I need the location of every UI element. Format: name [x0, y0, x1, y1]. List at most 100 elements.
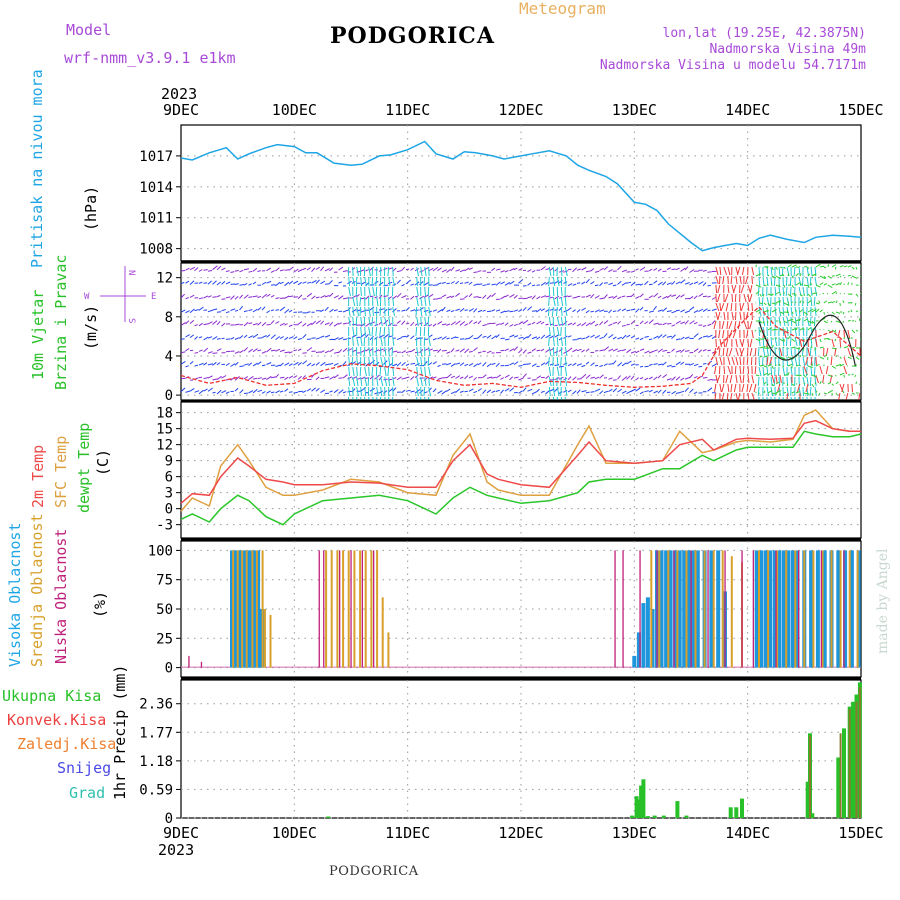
- precip-labels: Ukupna Kisa Konvek.Kisa Zaledj.Kisa Snij…: [2, 665, 129, 802]
- top-date-axis: 9DEC 10DEC 11DEC 12DEC 13DEC 14DEC 15DEC: [163, 101, 884, 119]
- mid-cloud-bar: [330, 550, 333, 668]
- high-cloud-bar: [772, 550, 777, 668]
- mid-cloud-bar: [839, 550, 842, 668]
- pressure-panel: 1008 1011 1014 1017: [139, 124, 862, 262]
- low-cloud-bar: [339, 550, 341, 668]
- y-tick-label: 0: [165, 811, 173, 827]
- wind-barb-row: [181, 346, 717, 354]
- panel-frame: [180, 124, 862, 262]
- mid-cloud-bar: [848, 550, 851, 668]
- y-tick-label: 1008: [139, 242, 173, 258]
- high-cloud-bar: [777, 550, 782, 668]
- wind-barb-cyan: [547, 266, 568, 400]
- mid-cloud-bar: [370, 550, 373, 668]
- precip-total-bar: [734, 807, 739, 818]
- model-elevation: Nadmorska Visina u modelu 54.7171m: [600, 58, 866, 73]
- panel-frame: [180, 679, 862, 819]
- mid-cloud-bar: [658, 550, 661, 668]
- mid-cloud-bar: [767, 550, 770, 668]
- high-cloud-bar: [691, 550, 696, 668]
- low-cloud-bar: [373, 550, 375, 668]
- y-tick-label: 1017: [139, 149, 173, 165]
- low-cloud-bar: [350, 550, 352, 668]
- high-cloud-bar: [636, 632, 641, 668]
- high-cloud-bar: [239, 550, 244, 668]
- top-day-label: 9DEC: [163, 101, 199, 119]
- y-tick-label: 1.77: [139, 725, 173, 741]
- pressure-title: Pritisak na nivou mora: [28, 69, 46, 268]
- precip-total-bar: [634, 796, 639, 818]
- precip-panel: 0 0.59 1.18 1.77 2.36: [139, 679, 862, 827]
- mid-cloud-bar: [263, 609, 266, 668]
- precip-conv-bar: [858, 687, 861, 818]
- meteogram-title: Meteogram: [519, 0, 606, 18]
- mid-cloud-bar: [376, 550, 379, 668]
- high-cloud-bar: [786, 550, 791, 668]
- temp-title-1: 2m Temp: [29, 445, 47, 508]
- y-tick-label: 12: [156, 271, 173, 287]
- low-cloud-bar: [200, 661, 203, 668]
- y-tick-label: 0: [165, 502, 173, 518]
- wind-unit: (m/s): [82, 305, 100, 350]
- precip-total-bar: [684, 815, 689, 818]
- wind-barb-green: [754, 263, 861, 396]
- mid-cloud-bar: [232, 550, 235, 668]
- precip-legend-total: Ukupna Kisa: [2, 687, 101, 705]
- model-value: wrf-nmm_v3.9.1 e1km: [64, 49, 236, 67]
- temp-dewpt-line: [180, 430, 862, 526]
- mid-cloud-bar: [364, 550, 367, 668]
- cloud-labels: Visoka Oblacnost Srednja Oblacnost Niska…: [6, 513, 109, 667]
- y-tick-label: 18: [156, 406, 173, 422]
- top-day-label: 13DEC: [612, 101, 657, 119]
- y-tick-label: 3: [165, 486, 173, 502]
- low-cloud-bar: [622, 550, 624, 668]
- high-cloud-bar: [768, 550, 773, 668]
- precip-total-bar: [810, 813, 815, 818]
- precip-legend-conv: Konvek.Kisa: [7, 711, 106, 729]
- mid-cloud-bar: [694, 550, 697, 668]
- high-cloud-bar: [716, 550, 721, 668]
- temp-title-2: SFC Temp: [52, 436, 70, 508]
- mid-cloud-bar: [758, 550, 760, 668]
- high-cloud-bar: [259, 609, 264, 668]
- y-tick-label: -3: [156, 518, 173, 534]
- high-cloud-bar: [709, 550, 714, 668]
- pressure-line: [180, 140, 862, 252]
- high-cloud-bar: [754, 550, 759, 668]
- mid-cloud-bar: [353, 550, 356, 668]
- low-cloud-bar: [188, 655, 190, 668]
- wind-barb-cyan: [415, 266, 432, 400]
- cloud-title-3: Niska Oblacnost: [52, 529, 70, 664]
- station-title: PODGORICA: [330, 23, 495, 49]
- lonlat: lon,lat (19.25E, 42.3875N): [663, 26, 867, 41]
- mid-cloud-bar: [269, 614, 272, 668]
- mid-cloud-bar: [667, 550, 670, 668]
- precip-total-bar: [842, 728, 846, 818]
- mid-cloud-bar: [325, 550, 328, 668]
- precip-total-bar: [645, 816, 650, 818]
- high-cloud-bar: [664, 550, 669, 668]
- mid-cloud-bar: [261, 550, 264, 668]
- year-bottom: 2023: [158, 841, 194, 859]
- low-cloud-bar: [318, 550, 320, 668]
- high-cloud-bar: [249, 550, 254, 668]
- precip-legend-snow: Snijeg: [57, 759, 111, 777]
- model-label: Model: [66, 21, 111, 39]
- mid-cloud-bar: [650, 550, 653, 668]
- high-cloud-bar: [659, 550, 664, 668]
- top-day-label: 14DEC: [725, 101, 770, 119]
- low-cloud-bar: [820, 550, 822, 668]
- low-cloud-bar: [741, 550, 743, 668]
- y-tick-label: 2.36: [139, 697, 173, 713]
- wind-barb-cyan: [347, 266, 396, 400]
- bottom-day-label: 15DEC: [838, 824, 883, 842]
- precip-total-bar: [740, 798, 744, 818]
- mid-cloud-bar: [381, 597, 384, 668]
- mid-cloud-bar: [856, 550, 859, 668]
- y-tick-label: 12: [156, 438, 173, 454]
- low-cloud-bar: [614, 550, 616, 668]
- mid-cloud-bar: [676, 550, 679, 668]
- mid-cloud-bar: [685, 550, 688, 668]
- high-cloud-bar: [677, 550, 682, 668]
